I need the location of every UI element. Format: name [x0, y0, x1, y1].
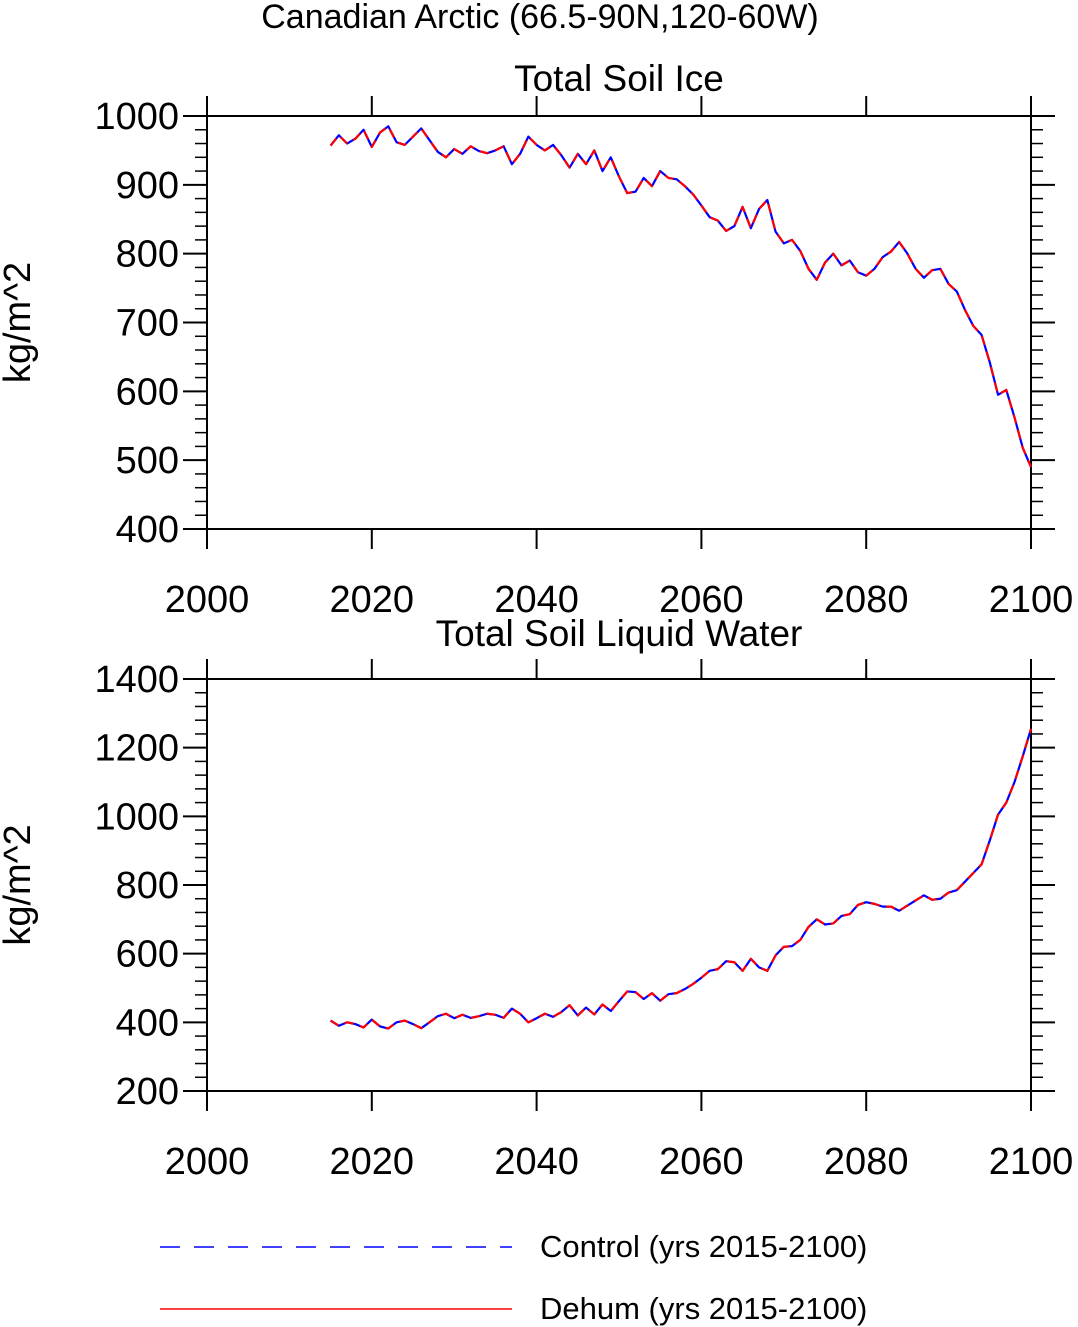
x-tick-label: 2040 — [494, 579, 579, 621]
y-tick-label: 600 — [116, 934, 179, 976]
x-tick-label: 2060 — [659, 579, 744, 621]
legend-dehum-label: Dehum (yrs 2015-2100) — [540, 1291, 867, 1326]
y-tick-label: 1200 — [94, 728, 179, 770]
x-tick-label: 2080 — [824, 1141, 909, 1183]
x-tick-label: 2060 — [659, 1141, 744, 1183]
legend-control-label: Control (yrs 2015-2100) — [540, 1229, 867, 1264]
y-tick-label: 800 — [116, 234, 179, 276]
x-tick-label: 2040 — [494, 1141, 579, 1183]
y-tick-label: 800 — [116, 865, 179, 907]
figure-title: Canadian Arctic (66.5-90N,120-60W) — [261, 0, 819, 36]
panel-title: Total Soil Liquid Water — [436, 613, 803, 654]
panel-total-soil-liquid-water: Total Soil Liquid Water 2000 2020 2040 2060 2… — [0, 613, 1073, 1183]
series-line-control — [329, 125, 1033, 468]
y-tick-label: 1000 — [94, 96, 179, 138]
panel-title: Total Soil Ice — [514, 58, 724, 99]
x-tick-label: 2100 — [989, 1141, 1074, 1183]
x-tick-label: 2000 — [165, 579, 250, 621]
series-line-control — [330, 728, 1033, 1030]
y-tick-label: 1400 — [94, 659, 179, 701]
x-tick-label: 2080 — [824, 579, 909, 621]
y-axis-label: kg/m^2 — [0, 262, 39, 383]
y-tick-label: 200 — [116, 1071, 179, 1113]
x-tick-label: 2100 — [989, 579, 1074, 621]
y-tick-label: 400 — [116, 509, 179, 551]
y-tick-label: 1000 — [94, 796, 179, 838]
y-tick-label: 900 — [116, 165, 179, 207]
series-line-dehum — [329, 125, 1033, 468]
y-tick-label: 700 — [116, 303, 179, 345]
series-line-dehum — [330, 728, 1033, 1030]
x-tick-label: 2020 — [330, 579, 415, 621]
x-tick-label: 2020 — [330, 1141, 415, 1183]
legend: Control (yrs 2015-2100) Dehum (yrs 2015-… — [160, 1229, 867, 1326]
y-tick-label: 600 — [116, 371, 179, 413]
plot-frame — [206, 678, 1032, 1092]
y-tick-label: 500 — [116, 440, 179, 482]
y-tick-label: 400 — [116, 1002, 179, 1044]
panel-total-soil-ice: Total Soil Ice 2000 2020 2040 2060 2080 2100 40… — [0, 58, 1073, 621]
y-axis-label: kg/m^2 — [0, 824, 39, 945]
x-tick-label: 2000 — [165, 1141, 250, 1183]
